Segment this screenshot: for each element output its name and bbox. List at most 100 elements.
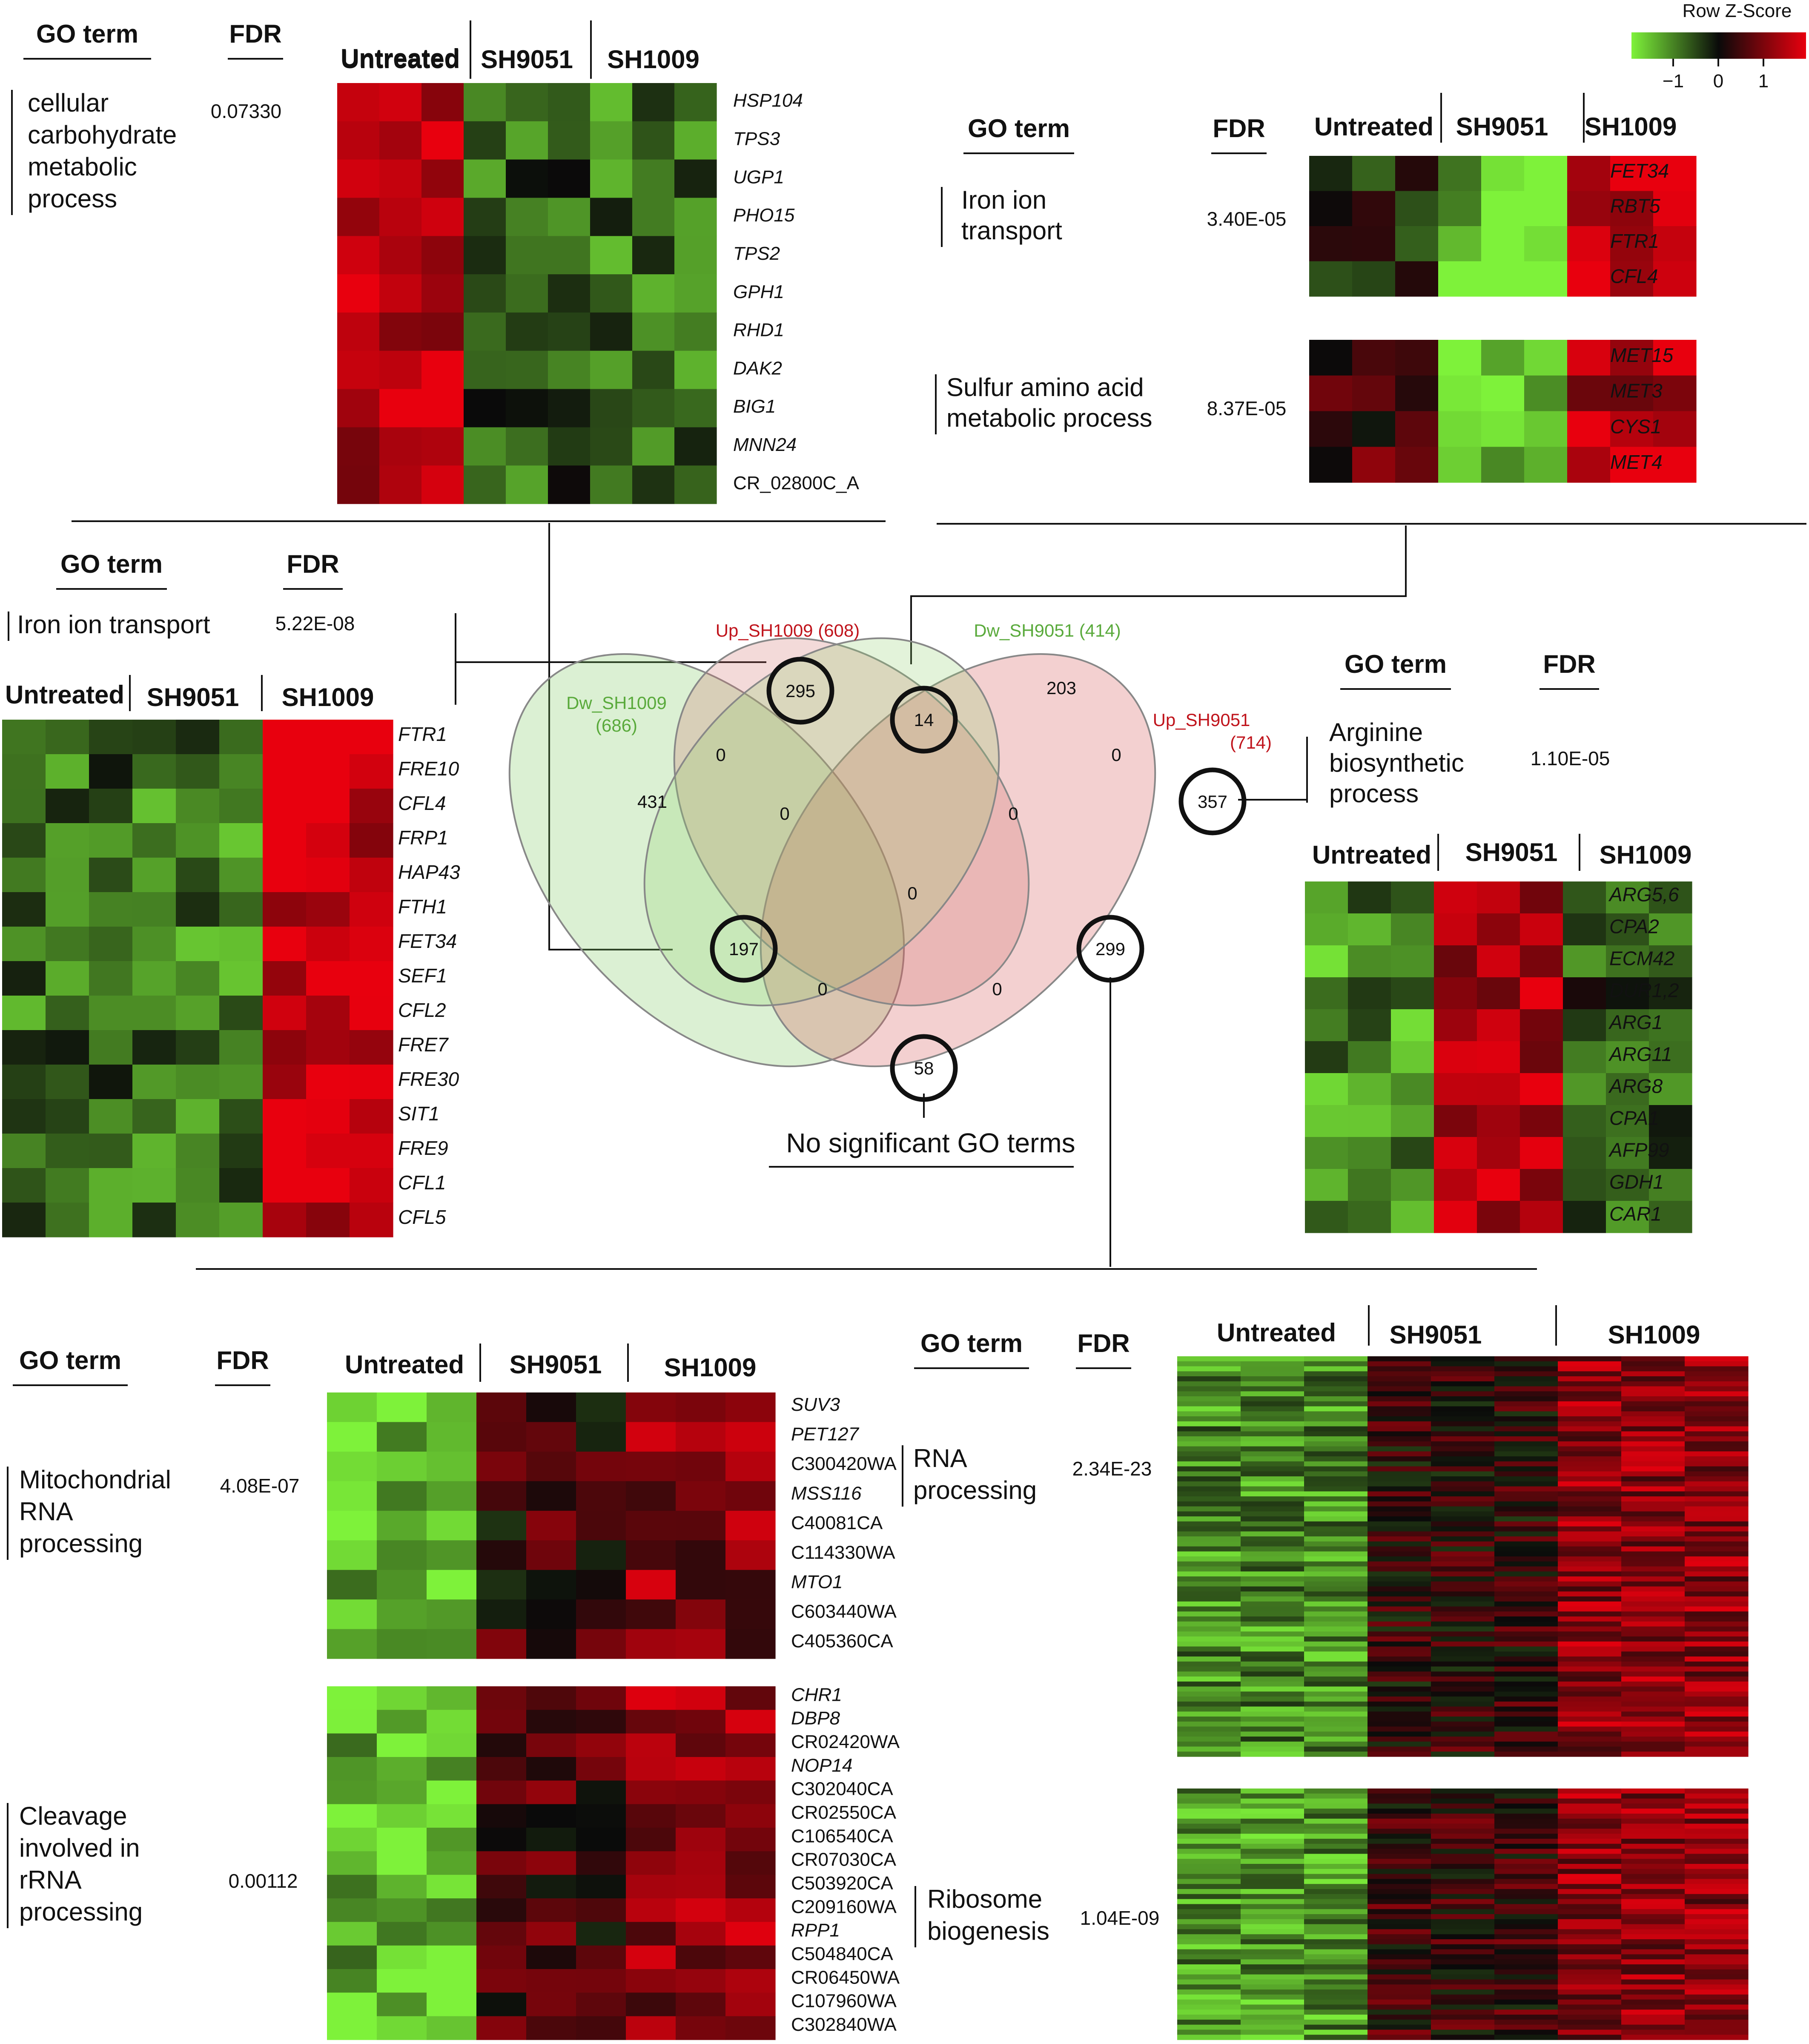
go-term-header: GO term [19,1346,121,1375]
heatmap-cell [1177,1441,1241,1447]
heatmap-cell [1368,1864,1431,1869]
gene-label: UGP1 [733,167,784,187]
heatmap-cell [1177,1481,1241,1487]
heatmap-cell [526,1757,576,1781]
column-group-label: SH9051 [510,1350,602,1379]
heatmap-cell [1177,1737,1241,1742]
highlight-circle [890,686,958,754]
heatmap-cell [1304,1361,1368,1367]
heatmap-cell [1304,1803,1368,1809]
heatmap-cell [1348,1009,1391,1042]
heatmap-cell [379,350,422,390]
heatmap-cell [464,427,506,466]
heatmap-cell [1558,1451,1622,1457]
heatmap-cell [1368,1701,1431,1707]
heatmap-cell [1241,1426,1304,1432]
heatmap-cell [1241,1677,1304,1682]
heatmap-cell [219,961,263,996]
heatmap-cell [1434,1169,1477,1201]
heatmap-cell [1431,1964,1495,1970]
heatmap-cell [1368,1511,1431,1517]
heatmap-cell [1524,156,1568,192]
heatmap-cell [1494,1741,1558,1747]
heatmap-cell [1304,1874,1368,1879]
heatmap-cell [1431,1611,1495,1617]
heatmap-cell [1685,1788,1749,1794]
heatmap-cell [1621,1506,1685,1512]
heatmap-cell [1649,1137,1692,1169]
heatmap-cell [1558,1839,1622,1844]
heatmap-cell [674,350,717,390]
heatmap-cell [1431,1576,1495,1582]
heatmap-cell [1368,1366,1431,1372]
heatmap-cell [1653,226,1697,262]
heatmap-cell [1685,1611,1749,1617]
heatmap-cell [132,858,176,893]
heatmap-cell [1241,1809,1304,1814]
heatmap-cell [1368,1396,1431,1402]
heatmap-cell [1494,1566,1558,1572]
heatmap-cell [1558,1711,1622,1717]
heatmap-cell [1304,1959,1368,1965]
heatmap-cell [1685,1401,1749,1407]
heatmap-cell [1304,1466,1368,1472]
heatmap-cell [1431,1536,1495,1542]
heatmap-cell [1558,1929,1622,1935]
heatmap-cell [1368,1496,1431,1502]
heatmap-cell [132,961,176,996]
heatmap-cell [1621,1929,1685,1935]
heatmap-cell [132,1168,176,1203]
heatmap-cell [1621,2024,1685,2030]
heatmap-cell [1621,1711,1685,1717]
heatmap-cell [89,1065,133,1100]
heatmap-cell [1304,2019,1368,2025]
heatmap-cell [1368,1859,1431,1864]
heatmap-cell [1685,1964,1749,1970]
heatmap-cell [379,465,422,504]
heatmap-cell [46,1065,89,1100]
heatmap-cell [1391,1105,1434,1137]
heatmap-cell [626,1804,676,1828]
heatmap-cell [1431,1994,1495,2000]
heatmap-cell [1368,1356,1431,1362]
heatmap-cell [1241,1601,1304,1607]
heatmap-cell [1621,1924,1685,1929]
heatmap-cell [1621,1436,1685,1442]
heatmap-cell [1431,1859,1495,1864]
heatmap-cell [725,1451,776,1481]
gene-label: CYS1 [1610,415,1661,437]
heatmap-cell [1368,1788,1431,1794]
gene-label: CR07030CA [791,1849,897,1870]
heatmap-cell [626,1510,676,1541]
heatmap-cell [1653,447,1697,483]
heatmap-cell [632,274,675,313]
heatmap-cell [89,1030,133,1065]
heatmap-cell [1241,1421,1304,1427]
heatmap-cell [676,1570,726,1600]
gene-label: AFP99 [1608,1139,1669,1161]
heatmap-cell [132,996,176,1031]
heatmap-cell [1304,1788,1368,1794]
heatmap-cell [626,1540,676,1570]
heatmap-cell [1558,1576,1622,1582]
heatmap-cell [1558,1874,1622,1879]
heatmap-cell [1494,1746,1558,1752]
heatmap-cell [1558,2035,1622,2040]
heatmap-cell [1304,1521,1368,1527]
heatmap-cell [1621,1843,1685,1849]
heatmap-cell [1685,1356,1749,1362]
gene-label: CR_02800C_A [733,473,860,494]
heatmap-cell [1494,1396,1558,1402]
heatmap-cell [476,1686,527,1710]
heatmap-cell [1368,1691,1431,1697]
heatmap-cell [1621,1706,1685,1712]
heatmap-cell [1368,1481,1431,1487]
heatmap-cell [1431,1904,1495,1909]
heatmap-cell [1685,1741,1749,1747]
heatmap-cell [1558,1406,1622,1412]
heatmap-cell [1524,226,1568,262]
heatmap-cell [219,754,263,789]
heatmap-cell [350,1168,393,1203]
heatmap-cell [1685,1381,1749,1387]
heatmap-cell [1431,1899,1495,1904]
